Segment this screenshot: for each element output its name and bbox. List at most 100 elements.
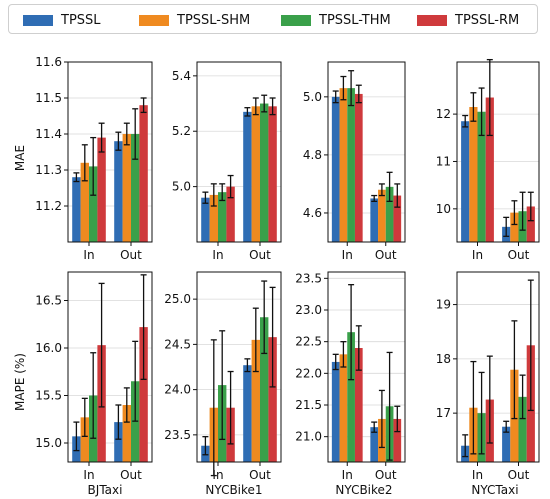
bar-tpssl-shm-out [251, 339, 260, 462]
legend-swatch-tpssl-thm [281, 14, 311, 26]
x-tick-label-out: Out [508, 248, 530, 262]
error-bar-tpssl-in [462, 114, 469, 128]
bar-tpssl-shm-in [80, 162, 89, 242]
legend-item-tpssl: TPSSL [23, 11, 101, 29]
x-tick-label-out: Out [249, 248, 271, 262]
error-bar-tpssl-in [332, 90, 339, 104]
error-bar-tpssl-shm-in [81, 144, 88, 182]
error-bar-tpssl-shm-in [340, 75, 347, 101]
error-bar-tpssl-rm-in [486, 58, 493, 137]
error-bar-tpssl-thm-out [519, 191, 526, 231]
error-bar-tpssl-shm-in [81, 397, 88, 438]
error-bar-tpssl-thm-in [348, 70, 355, 107]
y-tick-label: 16.0 [35, 341, 62, 355]
error-bar-tpssl-rm-in [98, 282, 105, 408]
bar-tpssl-rm-out [393, 195, 402, 242]
error-bar-tpssl-shm-in [470, 92, 477, 122]
error-bar-tpssl-shm-in [210, 339, 217, 477]
bar-tpssl-rm-out [139, 327, 148, 462]
x-tick-label-in: In [212, 468, 223, 482]
y-tick-label: 23.0 [295, 303, 322, 317]
bar-tpssl-shm-in [339, 88, 348, 243]
y-tick-label: 5.0 [172, 180, 191, 194]
bar-tpssl-out [243, 365, 252, 462]
y-tick-label: 23.5 [164, 428, 191, 442]
bar-tpssl-in [461, 121, 470, 242]
axes-frame [327, 61, 406, 243]
x-tick-label-in: In [83, 248, 94, 262]
error-bar-tpssl-rm-out [394, 183, 401, 208]
x-tick-label-out: Out [120, 468, 142, 482]
error-bar-tpssl-out [371, 194, 378, 203]
bar-tpssl-shm-in [80, 417, 89, 462]
bar-tpssl-in [331, 96, 340, 242]
bar-tpssl-rm-out [526, 206, 535, 242]
error-bar-tpssl-rm-out [269, 97, 276, 116]
y-tick-label: 5.4 [172, 69, 191, 83]
bar-tpssl-rm-in [354, 348, 363, 462]
error-bar-tpssl-shm-in [210, 183, 217, 207]
axes-frame [196, 271, 282, 463]
axes-frame [327, 271, 406, 463]
error-bar-tpssl-shm-out [123, 122, 130, 146]
x-tick-label-out: Out [375, 468, 397, 482]
bar-tpssl-rm-in [97, 137, 106, 242]
bar-tpssl-rm-out [268, 106, 277, 242]
error-bar-tpssl-out [503, 216, 510, 237]
y-tick-label: 15.5 [35, 389, 62, 403]
x-tick-label-in: In [212, 248, 223, 262]
error-bar-tpssl-thm-out [386, 171, 393, 203]
panel-0-2: 4.6 4.8 5.0 In Out [303, 61, 406, 262]
y-tick-label: 18 [436, 352, 451, 366]
error-bar-tpssl-thm-out [519, 374, 526, 420]
error-bar-tpssl-thm-out [132, 340, 139, 422]
x-tick-label-out: Out [249, 468, 271, 482]
error-bar-tpssl-shm-out [252, 97, 259, 116]
error-bar-tpssl-in [462, 434, 469, 458]
y-tick-label: 22.0 [295, 366, 322, 380]
y-tick-label: 10 [436, 202, 451, 216]
y-tick-label: 25.0 [164, 292, 191, 306]
error-bar-tpssl-thm-in [219, 330, 226, 441]
y-tick-label: 22.5 [295, 335, 322, 349]
legend-item-tpssl-rm: TPSSL-RM [417, 11, 519, 29]
y-tick-label: 21.5 [295, 398, 322, 412]
bar-tpssl-rm-in [226, 186, 235, 242]
error-bar-tpssl-shm-in [340, 341, 347, 368]
legend-item-tpssl-shm: TPSSL-SHM [139, 11, 250, 29]
bar-tpssl-shm-in [469, 107, 478, 242]
bar-tpssl-thm-in [347, 88, 355, 243]
error-bar-tpssl-shm-out [511, 200, 518, 226]
error-bar-tpssl-thm-in [90, 352, 97, 439]
y-tick-label: 11.5 [35, 91, 62, 105]
bar-tpssl-shm-out [378, 189, 386, 242]
panel-1-0: 15.0 15.5 16.0 16.5 In Out [35, 271, 153, 482]
bar-tpssl-out [370, 198, 379, 242]
y-tick-label: 5.2 [172, 124, 191, 138]
bar-tpssl-thm-out [131, 134, 140, 242]
error-bar-tpssl-in [73, 172, 80, 183]
error-bar-tpssl-thm-in [348, 284, 355, 381]
bar-tpssl-rm-out [268, 337, 277, 462]
bar-tpssl-shm-in [209, 194, 218, 242]
error-bar-tpssl-shm-out [123, 387, 130, 423]
x-tick-label-out: Out [375, 248, 397, 262]
bar-tpssl-out [502, 426, 511, 462]
error-bar-tpssl-shm-out [378, 183, 385, 197]
panel-1-2: 21.0 21.5 22.0 22.5 23.0 23.5 In Out [295, 271, 406, 482]
bar-tpssl-shm-out [251, 106, 260, 242]
y-tick-label: 17 [436, 406, 451, 420]
bar-tpssl-in [331, 361, 340, 462]
error-bar-tpssl-shm-out [378, 389, 385, 449]
error-bar-tpssl-out [244, 107, 251, 117]
bar-tpssl-out [243, 111, 252, 242]
bar-tpssl-rm-in [354, 93, 363, 242]
legend-swatch-tpssl-rm [417, 14, 447, 26]
error-bar-tpssl-rm-in [227, 174, 234, 199]
bar-tpssl-thm-in [477, 111, 486, 242]
panel-1-1: 23.5 24.0 24.5 25.0 In Out [164, 271, 282, 482]
y-tick-label: 15.0 [35, 436, 62, 450]
bar-tpssl-thm-out [260, 317, 269, 462]
y-tick-label: 21.0 [295, 430, 322, 444]
